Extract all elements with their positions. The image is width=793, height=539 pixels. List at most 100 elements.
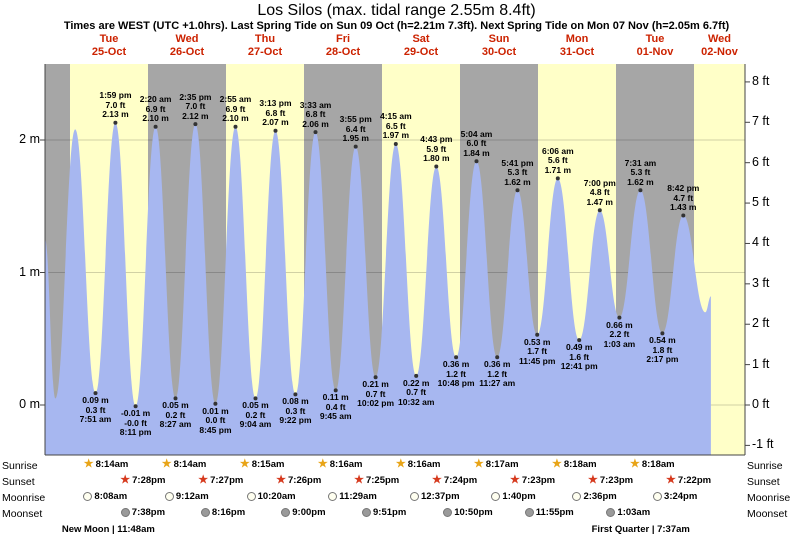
- tide-point-415am: [393, 142, 398, 146]
- moon-phase-annotation: New Moon | 11:48am: [61, 524, 155, 535]
- sunset-time: 7:28pm: [132, 475, 166, 486]
- moonrise-circle-icon: [83, 492, 93, 501]
- sunrise-entry: ★ 8:17am: [474, 459, 519, 471]
- sunrise-star-icon: ★: [629, 458, 640, 470]
- sunset-entry: ★ 7:28pm: [120, 475, 166, 487]
- sunset-entry: ★ 7:22pm: [665, 474, 712, 487]
- tide-point-333am: [313, 130, 318, 135]
- moonset-circle-icon: [524, 508, 534, 517]
- moonrise-circle-icon: [410, 492, 419, 501]
- tide-point-731am: [638, 188, 643, 193]
- tide-point-904am: [253, 396, 258, 401]
- moonset-row: Moonset Moonset 7:38pm 8:16pm 9:00pm 9:51pm…: [0, 506, 793, 522]
- sunrise-entry: ★ 8:18am: [551, 458, 597, 471]
- sunset-entry: ★ 7:23pm: [587, 474, 634, 487]
- tide-point-1127am: [495, 355, 500, 360]
- sunset-label-left: Sunset: [2, 476, 35, 488]
- sunrise-entry: ★ 8:14am: [84, 459, 129, 471]
- moonrise-time: 3:24pm: [664, 491, 698, 502]
- tide-point-922pm: [293, 392, 298, 397]
- moonrise-time: 11:29am: [339, 491, 377, 502]
- moonrise-time: 8:08am: [94, 491, 128, 502]
- sunrise-star-icon: ★: [317, 458, 328, 470]
- sunrise-label-right: Sunrise: [747, 460, 783, 472]
- page-title: Los Silos (max. tidal range 2.55m 8.4ft): [257, 2, 536, 19]
- moonrise-circle-icon: [491, 492, 501, 501]
- moonrise-entry: 1:40pm: [491, 491, 536, 502]
- tide-point-313pm: [273, 128, 278, 133]
- moonrise-entry: 11:29am: [328, 491, 377, 502]
- tide-point-842pm: [681, 213, 686, 218]
- sunrise-star-icon: ★: [551, 458, 562, 470]
- sunset-time: 7:23pm: [599, 475, 634, 486]
- moonset-time: 8:16pm: [211, 507, 246, 518]
- sunrise-entry: ★ 8:14am: [161, 458, 207, 471]
- tide-point-235pm: [193, 122, 198, 127]
- sunrise-star-icon: ★: [239, 458, 250, 470]
- moonset-time: 11:55pm: [535, 507, 574, 518]
- moonrise-circle-icon: [246, 492, 256, 501]
- sunset-time: 7:25pm: [365, 475, 400, 486]
- sunset-time: 7:26pm: [288, 475, 322, 486]
- sunset-entry: ★ 7:24pm: [432, 474, 477, 487]
- tide-point-255am: [233, 124, 238, 129]
- sunset-time: 7:23pm: [521, 475, 556, 486]
- moonrise-entry: 8:08am: [83, 491, 127, 502]
- sunrise-star-icon: ★: [161, 458, 172, 470]
- tide-point-811pm: [133, 404, 138, 409]
- sunrise-time: 8:16am: [329, 459, 363, 470]
- spring-tide-subtitle: Times are WEST (UTC +1.0hrs). Last Sprin…: [63, 20, 730, 32]
- moonrise-label-left: Moonrise: [2, 492, 46, 504]
- sunrise-time: 8:14am: [95, 459, 129, 470]
- moonset-time: 10:50pm: [454, 507, 493, 518]
- sunrise-row: Sunrise Sunrise ★ 8:14am ★ 8:14am ★ 8:15am ★ 8:…: [0, 458, 793, 474]
- tide-point-1241pm: [577, 338, 582, 343]
- moonrise-time: 1:40pm: [502, 491, 536, 502]
- moonrise-circle-icon: [572, 492, 582, 501]
- sunset-entry: ★ 7:26pm: [276, 474, 322, 487]
- sunrise-label-left: Sunrise: [2, 460, 38, 472]
- tide-point-827am: [173, 396, 178, 401]
- sunrise-time: 8:18am: [641, 459, 675, 470]
- moonrise-row: Moonrise Moonrise 8:08am 9:12am 10:20am 11:…: [0, 490, 793, 506]
- tide-point-700pm: [597, 208, 602, 213]
- tide-point-751am: [93, 391, 98, 396]
- tide-point-945am: [333, 388, 338, 393]
- tide-point-845pm: [213, 401, 218, 406]
- sunset-star-icon: ★: [276, 474, 287, 486]
- sunset-time: 7:22pm: [677, 475, 712, 486]
- moonset-circle-icon: [200, 508, 210, 517]
- tide-point-541pm: [515, 188, 520, 193]
- moonset-entry: 8:16pm: [200, 507, 246, 518]
- moonrise-entry: 2:36pm: [572, 491, 617, 502]
- sunset-star-icon: ★: [432, 474, 442, 486]
- moonrise-entry: 3:24pm: [653, 491, 697, 502]
- moonset-circle-icon: [443, 508, 453, 517]
- sunset-entry: ★ 7:23pm: [510, 475, 556, 487]
- sunset-star-icon: ★: [665, 474, 676, 486]
- tide-point-220am: [153, 124, 158, 129]
- tide-point-1002pm: [373, 375, 378, 380]
- sunrise-entry: ★ 8:16am: [396, 459, 441, 471]
- moonset-circle-icon: [606, 508, 616, 517]
- sunset-entry: ★ 7:25pm: [354, 474, 400, 487]
- moonset-label-left: Moonset: [2, 508, 43, 520]
- tide-point-1032am: [414, 373, 419, 378]
- sunset-star-icon: ★: [354, 474, 364, 486]
- tide-point-443pm: [434, 164, 439, 169]
- moonset-entry: 11:55pm: [524, 507, 574, 518]
- sunset-star-icon: ★: [587, 474, 598, 486]
- tide-point-504am: [474, 159, 479, 164]
- moon-phase-annotation: First Quarter | 7:37am: [591, 524, 690, 535]
- moonrise-time: 10:20am: [257, 491, 296, 502]
- sunset-row: Sunset Sunset ★ 7:28pm ★ 7:27pm ★ 7:26pm ★ 7:25…: [0, 474, 793, 490]
- moonset-circle-icon: [281, 508, 291, 517]
- sunset-star-icon: ★: [198, 474, 209, 486]
- sunset-label-right: Sunset: [747, 476, 780, 488]
- moonset-circle-icon: [362, 508, 371, 517]
- sunrise-entry: ★ 8:18am: [629, 458, 675, 471]
- moonrise-circle-icon: [653, 492, 663, 501]
- moonrise-time: 2:36pm: [583, 491, 617, 502]
- moonrise-label-right: Moonrise: [747, 492, 791, 504]
